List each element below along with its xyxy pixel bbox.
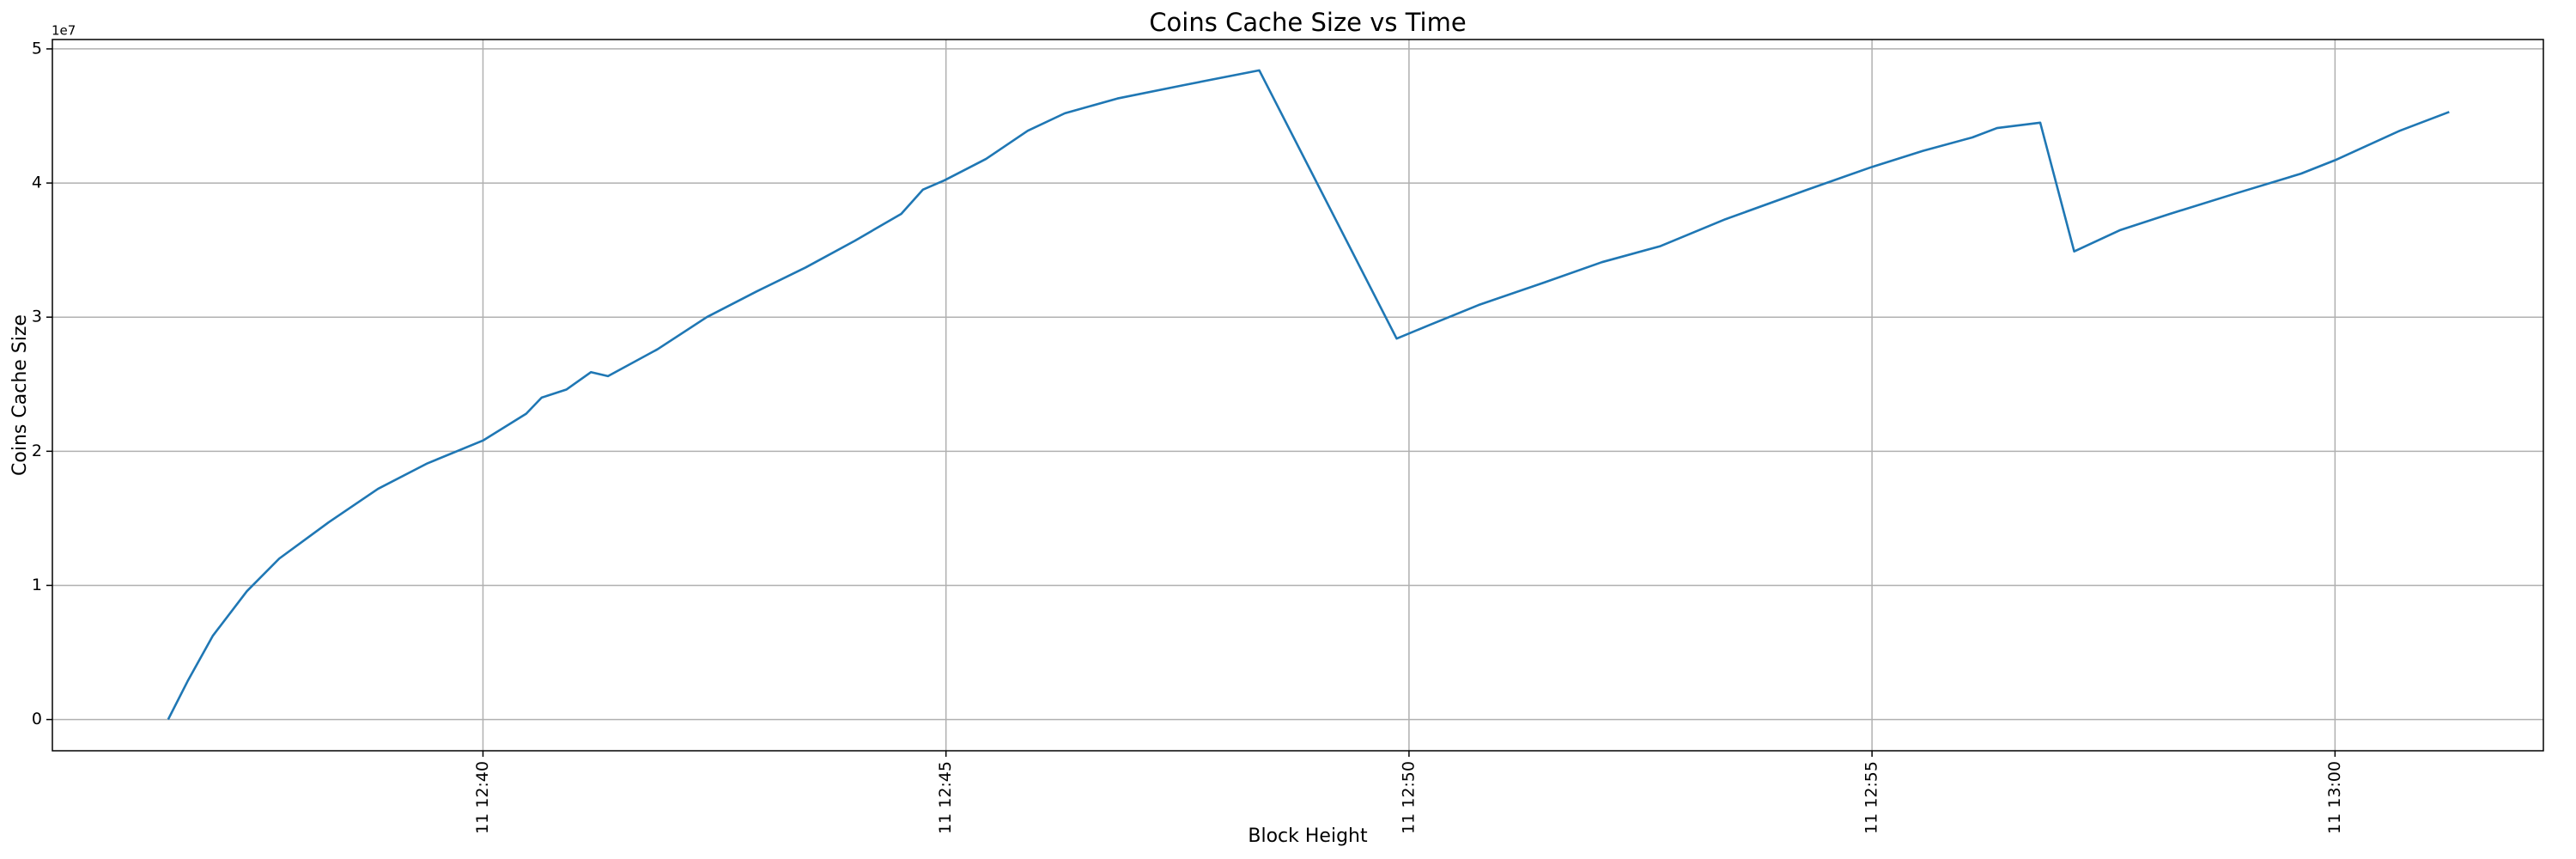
plot-frame [52,39,2544,752]
y-axis-label: Coins Cache Size [9,314,31,476]
x-axis-label: Block Height [1248,825,1368,847]
chart-title: Coins Cache Size vs Time [1149,8,1466,37]
y-tick-label: 5 [32,39,42,58]
y-tick-label: 2 [32,442,42,460]
x-tick-label: 11 12:55 [1862,761,1881,834]
y-tick-label: 4 [32,174,42,192]
x-tick-label: 11 12:40 [473,761,492,834]
data-line [167,69,2450,721]
y-tick-label: 3 [32,308,42,326]
x-tick-label: 11 13:00 [2325,761,2344,834]
y-tick-label: 1 [32,576,42,594]
x-tick-label: 11 12:45 [936,761,955,834]
y-tick-label: 0 [32,710,42,728]
x-tick-label: 11 12:50 [1399,761,1418,834]
y-offset-label: 1e7 [52,23,76,39]
